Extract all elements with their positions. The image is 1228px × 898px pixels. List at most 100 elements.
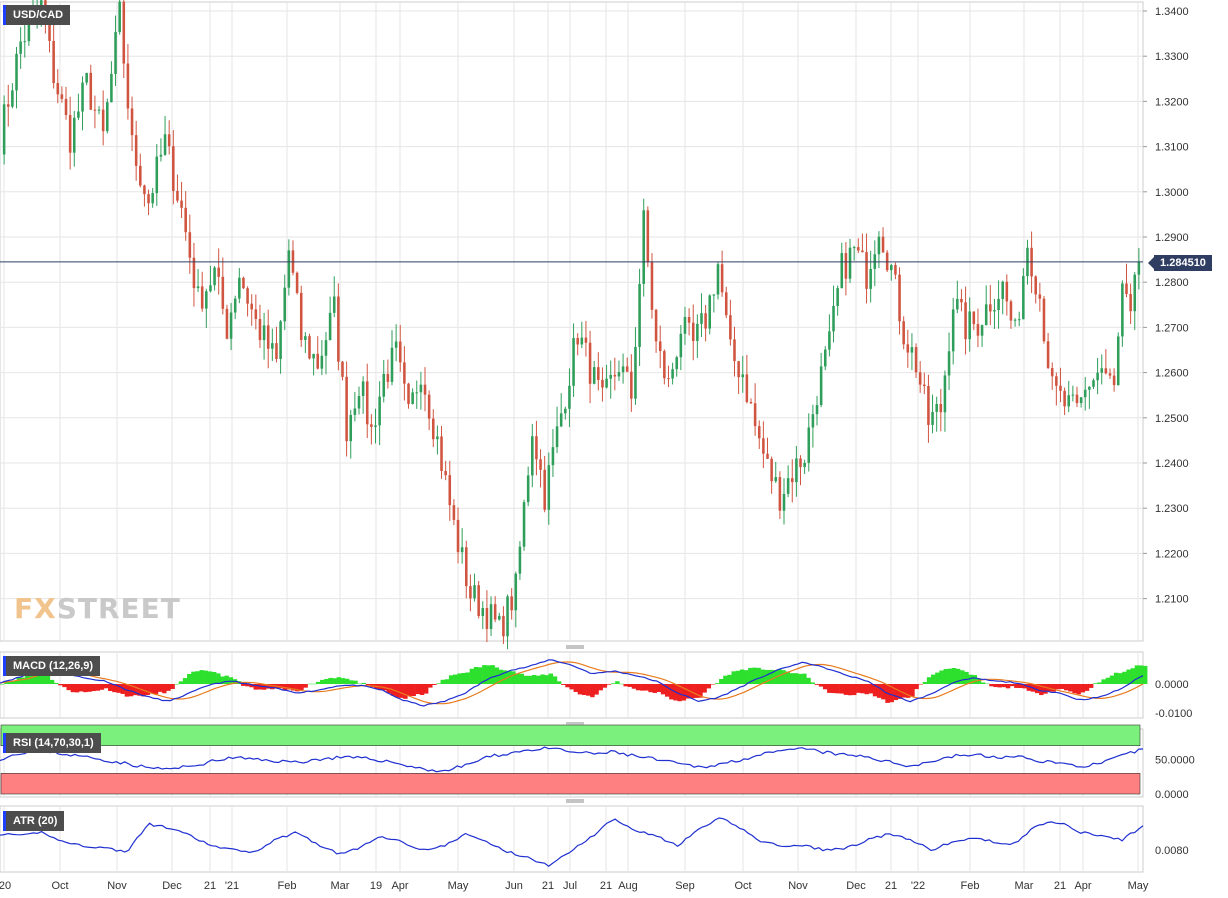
candle-body [122, 1, 126, 64]
candle-body [370, 424, 373, 427]
candle-body [15, 53, 18, 91]
macd-line [0, 659, 1144, 707]
candle-body [1129, 294, 1132, 312]
candle-body [642, 210, 645, 284]
candle-body [770, 458, 773, 482]
candle-body [910, 347, 914, 353]
candle-body [1133, 274, 1137, 312]
candle-body [72, 117, 76, 153]
candle-body [485, 608, 489, 630]
y-tick-label: 1.3200 [1155, 96, 1189, 108]
candle-body [807, 427, 811, 463]
macd-histogram-bar [976, 678, 982, 684]
x-tick-label: Mar [331, 880, 350, 892]
macd-histogram-bar [532, 674, 537, 684]
candle-body [601, 379, 604, 388]
macd-histogram-bar [656, 684, 662, 692]
macd-histogram-bar [586, 684, 591, 696]
candle-body [134, 135, 138, 166]
candle-body [526, 475, 530, 503]
macd-histogram-bar [228, 677, 234, 684]
candle-body [440, 436, 443, 471]
macd-histogram-bar [1055, 684, 1061, 690]
candle-body [147, 194, 150, 204]
candle-body [349, 414, 353, 442]
macd-histogram-bar [1097, 682, 1102, 684]
macd-histogram-bar [719, 678, 724, 684]
candle-body [663, 351, 666, 379]
macd-histogram-bar [423, 684, 429, 694]
macd-histogram-bar [448, 675, 454, 684]
candle-body [881, 236, 885, 253]
candle-body [605, 378, 608, 388]
macd-histogram-bar [914, 684, 919, 690]
candle-body [320, 355, 324, 369]
macd-histogram-bar [361, 682, 367, 684]
macd-histogram-bar [864, 684, 869, 695]
y-tick-label: 1.3400 [1155, 6, 1189, 18]
macd-histogram-bar [710, 684, 716, 685]
candle-body [980, 325, 984, 336]
macd-histogram-bar [1068, 684, 1073, 692]
macd-histogram-bar [822, 684, 828, 690]
macd-histogram-bar [689, 684, 695, 699]
macd-histogram-bar [1026, 684, 1032, 691]
macd-histogram-bar [660, 684, 666, 695]
macd-histogram-bar [149, 684, 155, 694]
macd-histogram-bar [1034, 684, 1040, 694]
macd-histogram-bar [798, 673, 803, 684]
candle-body [427, 394, 431, 419]
candle-body [184, 207, 187, 233]
macd-histogram-bar [403, 684, 408, 699]
macd-histogram-bar [935, 672, 940, 684]
candle-body [547, 465, 551, 510]
candle-body [894, 265, 897, 275]
candle-body [64, 98, 68, 116]
macd-histogram-bar [432, 684, 437, 685]
macd-histogram-bar [519, 673, 524, 684]
macd-histogram-bar [216, 673, 221, 684]
macd-histogram-bar [968, 674, 973, 684]
candle-body [328, 312, 332, 341]
macd-histogram-bar [282, 684, 288, 690]
macd-histogram-bar [610, 683, 616, 684]
candle-body [192, 257, 196, 289]
macd-histogram-bar [407, 684, 412, 697]
symbol-label: USD/CAD [3, 5, 71, 25]
candle-body [390, 347, 394, 382]
candle-body [568, 385, 571, 409]
candle-body [374, 425, 377, 427]
macd-histogram-bar [685, 684, 691, 699]
macd-histogram-bar [590, 684, 595, 698]
candle-body [188, 232, 192, 258]
macd-tick-label: -0.0100 [1155, 708, 1192, 720]
candle-body [1005, 281, 1009, 302]
macd-histogram-bar [328, 677, 333, 684]
macd-histogram-bar [735, 670, 741, 684]
candle-body [716, 264, 720, 295]
candle-body [976, 324, 980, 336]
macd-histogram-bar [764, 669, 770, 684]
macd-histogram-bar [581, 684, 587, 696]
y-tick-label: 1.3300 [1155, 51, 1189, 63]
macd-histogram-bar [220, 676, 225, 684]
macd-histogram-bar [299, 684, 304, 690]
candle-body [877, 236, 881, 255]
macd-histogram-bar [41, 671, 46, 684]
candle-body [258, 319, 262, 341]
candle-body [299, 292, 303, 340]
candle-body [993, 310, 996, 312]
macd-tick-label: 0.0000 [1155, 679, 1189, 691]
candle-body [811, 414, 815, 428]
candle-body [481, 608, 485, 617]
candle-body [341, 361, 344, 377]
candle-body [1125, 283, 1128, 295]
candle-body [498, 615, 501, 620]
candle-body [935, 403, 938, 412]
candle-body [823, 349, 827, 367]
candle-body [803, 462, 806, 468]
macd-histogram-bar [669, 684, 674, 700]
candle-body [200, 286, 204, 309]
candle-body [97, 109, 101, 111]
candle-body [1116, 336, 1120, 386]
